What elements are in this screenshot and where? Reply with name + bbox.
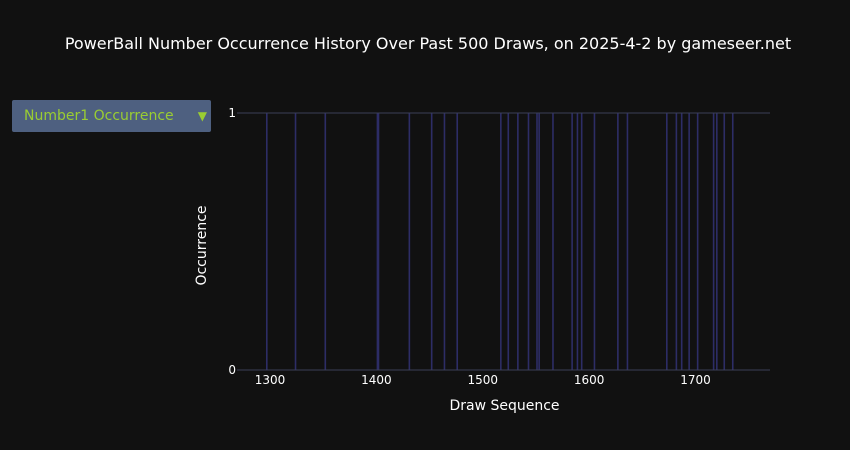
x-tick-label: 1400 xyxy=(361,373,392,387)
x-axis-ticks: 1300 1400 1500 1600 1700 xyxy=(255,373,711,387)
x-tick-label: 1500 xyxy=(467,373,498,387)
triangle-down-icon: ▼ xyxy=(197,109,207,123)
chart-title: PowerBall Number Occurrence History Over… xyxy=(64,34,792,53)
x-tick-label: 1600 xyxy=(574,373,605,387)
y-tick-label: 1 xyxy=(228,106,236,120)
y-axis-title: Occurrence xyxy=(194,205,210,285)
number-selector-dropdown[interactable]: Number1 Occurrence ▼ xyxy=(12,100,211,132)
bars-group xyxy=(265,113,734,370)
y-axis-ticks: 01 xyxy=(228,106,236,377)
y-tick-label: 0 xyxy=(228,363,236,377)
x-tick-label: 1300 xyxy=(255,373,286,387)
x-axis-title: Draw Sequence xyxy=(449,398,559,414)
x-tick-label: 1700 xyxy=(680,373,711,387)
dropdown-selected-value: Number1 Occurrence xyxy=(24,108,174,124)
